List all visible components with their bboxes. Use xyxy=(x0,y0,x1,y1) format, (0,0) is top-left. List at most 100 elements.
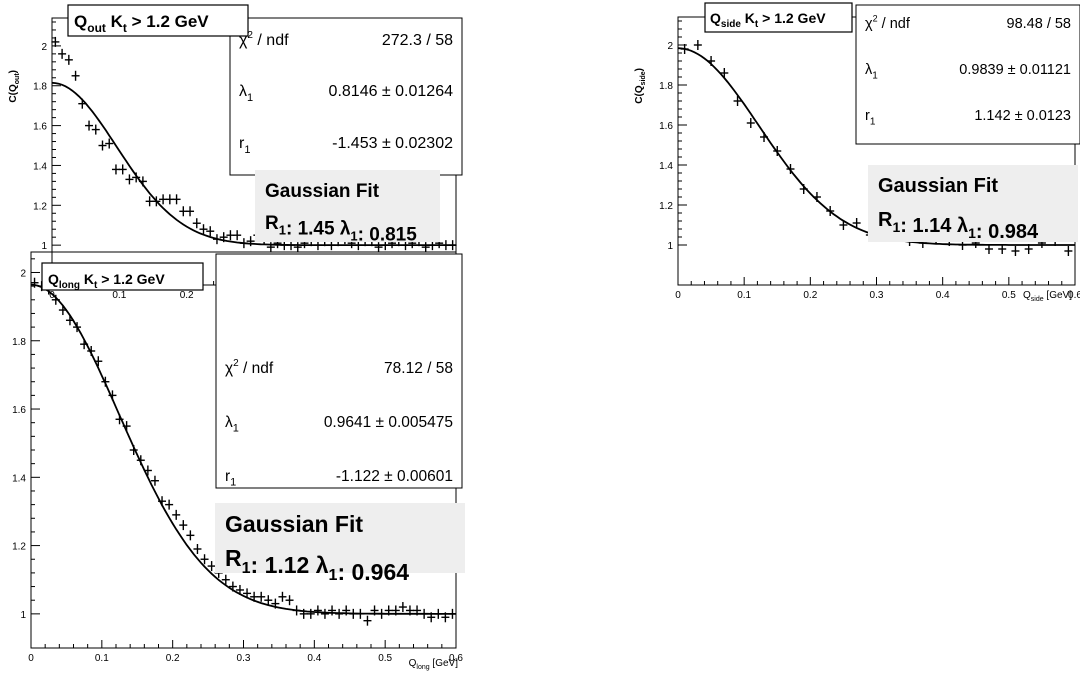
data-point xyxy=(1064,246,1073,256)
title-box xyxy=(704,2,853,33)
title-box xyxy=(67,4,249,37)
x-tick-label: 0.5 xyxy=(378,653,392,664)
y-axis-label: C(Qside) xyxy=(634,68,647,104)
data-point xyxy=(150,475,159,486)
data-point xyxy=(165,194,174,205)
x-tick-label: 0 xyxy=(49,290,55,301)
data-point xyxy=(165,499,174,510)
stats-value: 0.9641 ± 0.005475 xyxy=(324,414,453,431)
data-point xyxy=(206,226,215,237)
y-tick-label: 1 xyxy=(20,610,26,621)
stats-value: 1.142 ± 0.0123 xyxy=(974,108,1071,124)
fit-label: Gaussian Fit xyxy=(878,175,998,197)
stats-name: χ2 / ndf xyxy=(865,13,911,32)
data-point xyxy=(179,520,188,531)
x-axis-label: Qside [GeV] xyxy=(1023,290,1072,303)
x-tick-label: 0.1 xyxy=(95,653,109,664)
y-tick-label: 1.6 xyxy=(33,122,47,133)
x-tick-label: 0.5 xyxy=(1002,290,1016,301)
fit-result-box xyxy=(255,170,440,242)
x-tick-label: 0.3 xyxy=(237,653,251,664)
data-point xyxy=(71,70,80,81)
data-point xyxy=(186,530,195,541)
data-point xyxy=(746,118,755,128)
x-tick-label: 0.4 xyxy=(936,290,950,301)
data-point xyxy=(145,196,154,207)
fit-result-box xyxy=(868,165,1078,242)
data-point xyxy=(179,206,188,217)
y-axis-label: C(Qout) xyxy=(8,70,21,103)
x-axis-label: Qlong [GeV] xyxy=(409,658,459,671)
fit-label: Gaussian Fit xyxy=(225,511,363,537)
fit-result-box xyxy=(215,503,465,573)
data-point xyxy=(278,591,287,602)
y-tick-label: 1.2 xyxy=(12,542,26,553)
data-point xyxy=(111,164,120,175)
chart-qside: 0 0.1 0.2 0.3 0.4 0.5 0.6 1 1.2 1.4 1.6 1.8 2 χ2 / nd… xyxy=(634,2,1080,303)
title-box xyxy=(41,262,204,291)
fit-result: R1: 1.12 λ1: 0.964 xyxy=(225,545,409,585)
y-tick-label: 1.2 xyxy=(33,201,47,212)
data-point xyxy=(1011,246,1020,256)
stats-name: r1 xyxy=(865,108,876,127)
x-tick-label: 0 xyxy=(675,290,681,301)
stats-value: 0.8146 ± 0.01264 xyxy=(329,83,454,100)
x-tick-label: 0.3 xyxy=(870,290,884,301)
x-tick-label: 0.2 xyxy=(166,653,180,664)
fit-curve xyxy=(51,81,456,246)
stats-value: -1.122 ± 0.00601 xyxy=(336,468,453,485)
stats-value: 0.9839 ± 0.01121 xyxy=(959,62,1071,78)
y-tick-label: 2 xyxy=(667,41,673,52)
data-point xyxy=(221,574,230,585)
data-point xyxy=(264,595,273,606)
x-tick-label: 0.4 xyxy=(307,653,321,664)
y-tick-label: 1.8 xyxy=(12,337,26,348)
data-point xyxy=(85,120,94,131)
data-point xyxy=(398,602,407,613)
data-point xyxy=(200,554,209,565)
data-point xyxy=(293,242,302,253)
stats-box xyxy=(229,17,463,176)
y-tick-label: 2 xyxy=(20,268,26,279)
y-tick-label: 1.6 xyxy=(659,121,673,132)
data-point xyxy=(374,242,383,253)
data-point xyxy=(328,605,337,616)
chart-title: Qout Kt > 1.2 GeV xyxy=(74,12,209,35)
data-point xyxy=(363,615,372,626)
data-point xyxy=(159,194,168,205)
stats-value: 272.3 / 58 xyxy=(382,32,453,49)
data-point xyxy=(233,230,242,241)
fit-result: R1: 1.45 λ1: 0.815 xyxy=(265,213,417,245)
data-point xyxy=(105,138,114,149)
chart-title: Qlong Kt > 1.2 GeV xyxy=(48,271,165,291)
data-point xyxy=(58,48,67,59)
x-tick-label: 0.2 xyxy=(180,290,194,301)
stats-name: χ2 / ndf xyxy=(239,30,289,49)
data-point xyxy=(172,509,181,520)
data-point xyxy=(192,218,201,229)
data-point xyxy=(320,608,329,619)
y-tick-label: 1.8 xyxy=(33,82,47,93)
data-point xyxy=(118,164,127,175)
data-point xyxy=(720,68,729,78)
y-tick-label: 1 xyxy=(41,241,47,252)
fit-result: R1: 1.14 λ1: 0.984 xyxy=(878,209,1039,243)
data-point xyxy=(186,206,195,217)
data-point xyxy=(306,608,315,619)
y-tick-label: 1.2 xyxy=(659,201,673,212)
stats-name: λ1 xyxy=(239,83,253,104)
y-tick-label: 1.4 xyxy=(12,473,26,484)
stats-name: λ1 xyxy=(865,62,878,81)
data-point xyxy=(30,277,39,288)
stats-value: 98.48 / 58 xyxy=(1007,16,1072,32)
stats-box xyxy=(215,253,463,489)
data-point xyxy=(852,218,861,228)
stats-name: λ1 xyxy=(225,414,239,435)
stats-name: r1 xyxy=(239,135,250,156)
x-tick-label: 0 xyxy=(28,653,34,664)
data-point xyxy=(51,36,60,47)
x-tick-label: 0.6 xyxy=(1068,290,1080,301)
data-point xyxy=(421,242,430,253)
